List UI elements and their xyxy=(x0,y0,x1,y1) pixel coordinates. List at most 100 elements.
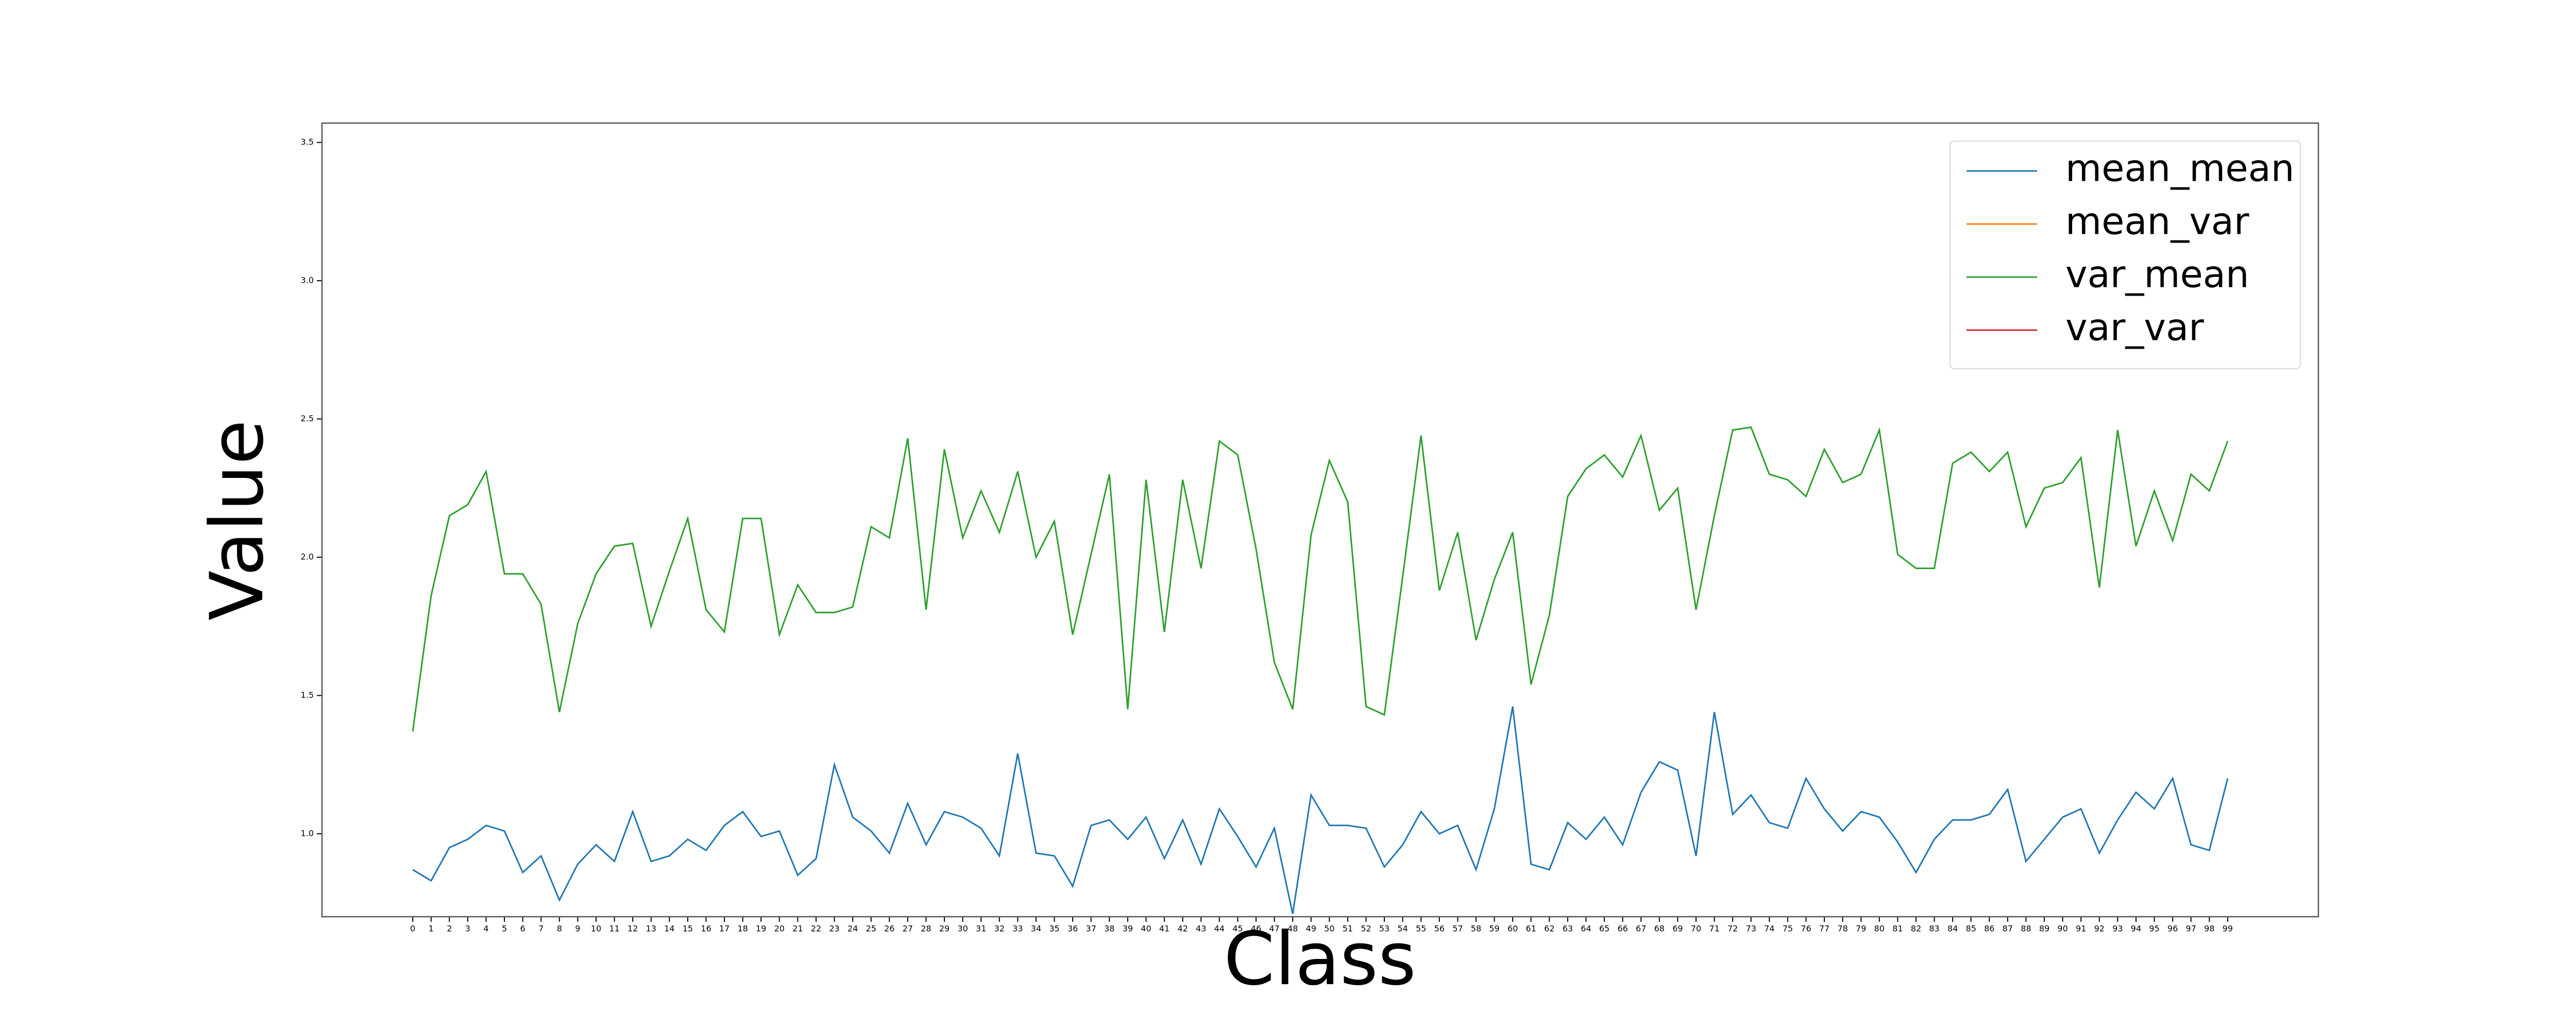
x-tick-label: 20 xyxy=(774,924,785,934)
x-tick-label: 92 xyxy=(2094,924,2105,934)
x-tick-label: 95 xyxy=(2149,924,2159,934)
x-tick-label: 90 xyxy=(2057,924,2067,934)
x-tick-label: 85 xyxy=(1966,924,1976,934)
plot-frame xyxy=(321,122,2319,918)
x-tick-label: 70 xyxy=(1691,924,1701,934)
x-tick-label: 45 xyxy=(1232,924,1243,934)
x-tick-label: 68 xyxy=(1654,924,1665,934)
x-tick-label: 18 xyxy=(737,924,748,934)
x-tick-label: 34 xyxy=(1031,924,1041,934)
x-tick-label: 63 xyxy=(1563,924,1573,934)
x-tick-label: 48 xyxy=(1287,924,1298,934)
legend: mean_mean mean_var var_mean var_var xyxy=(1949,140,2301,370)
x-tick-label: 5 xyxy=(502,924,507,934)
x-tick-label: 91 xyxy=(2076,924,2086,934)
x-tick-label: 49 xyxy=(1306,924,1316,934)
x-tick-label: 2 xyxy=(447,924,452,934)
legend-label: mean_mean xyxy=(2065,147,2294,190)
x-tick-label: 71 xyxy=(1709,924,1719,934)
x-tick-label: 21 xyxy=(792,924,803,934)
x-tick-label: 28 xyxy=(921,924,931,934)
x-tick-label: 98 xyxy=(2204,924,2214,934)
x-tick-label: 46 xyxy=(1251,924,1261,934)
x-tick-label: 6 xyxy=(520,924,526,934)
x-tick-label: 15 xyxy=(683,924,693,934)
x-tick-label: 17 xyxy=(719,924,730,934)
x-tick-label: 88 xyxy=(2021,924,2031,934)
x-tick-label: 50 xyxy=(1324,924,1334,934)
x-tick-label: 93 xyxy=(2112,924,2123,934)
x-tick-label: 73 xyxy=(1746,924,1756,934)
x-tick-label: 54 xyxy=(1397,924,1408,934)
x-tick-label: 56 xyxy=(1434,924,1445,934)
x-tick-label: 94 xyxy=(2131,924,2141,934)
x-tick-label: 66 xyxy=(1617,924,1628,934)
x-tick-label: 65 xyxy=(1599,924,1609,934)
x-tick-label: 11 xyxy=(609,924,619,934)
x-tick-label: 80 xyxy=(1874,924,1885,934)
x-tick-label: 97 xyxy=(2186,924,2196,934)
x-tick-label: 99 xyxy=(2223,924,2233,934)
x-tick-label: 67 xyxy=(1636,924,1646,934)
x-tick-label: 82 xyxy=(1911,924,1921,934)
y-axis-label: Value xyxy=(195,420,280,621)
x-tick-label: 53 xyxy=(1379,924,1389,934)
x-tick-label: 12 xyxy=(628,924,638,934)
x-tick-label: 47 xyxy=(1269,924,1279,934)
x-tick-label: 83 xyxy=(1929,924,1939,934)
x-tick-label: 84 xyxy=(1947,924,1958,934)
legend-label: var_mean xyxy=(2065,253,2249,296)
x-tick-label: 29 xyxy=(939,924,950,934)
x-tick-label: 76 xyxy=(1801,924,1811,934)
x-tick-label: 1 xyxy=(429,924,434,934)
series-line xyxy=(412,426,2229,732)
x-tick-label: 74 xyxy=(1764,924,1774,934)
y-tick-label: 3.0 xyxy=(301,276,314,285)
x-tick-label: 8 xyxy=(557,924,562,934)
x-tick-label: 24 xyxy=(848,924,858,934)
x-tick-label: 31 xyxy=(976,924,986,934)
x-tick-label: 30 xyxy=(957,924,968,934)
x-tick-label: 51 xyxy=(1343,924,1353,934)
y-tick-label: 2.0 xyxy=(301,552,314,561)
x-tick-label: 86 xyxy=(1984,924,1994,934)
x-tick-label: 89 xyxy=(2039,924,2049,934)
x-tick-label: 42 xyxy=(1177,924,1188,934)
x-tick-label: 36 xyxy=(1067,924,1078,934)
x-tick-label: 58 xyxy=(1471,924,1481,934)
x-tick-label: 39 xyxy=(1123,924,1133,934)
x-tick-label: 3 xyxy=(465,924,470,934)
x-tick-label: 77 xyxy=(1819,924,1829,934)
x-tick-label: 40 xyxy=(1141,924,1151,934)
x-tick-label: 69 xyxy=(1672,924,1683,934)
x-tick-label: 19 xyxy=(756,924,766,934)
x-tick-label: 13 xyxy=(646,924,656,934)
x-tick-label: 87 xyxy=(2003,924,2013,934)
x-tick-label: 9 xyxy=(575,924,580,934)
x-tick-label: 61 xyxy=(1526,924,1536,934)
x-tick-label: 25 xyxy=(866,924,876,934)
x-tick-label: 41 xyxy=(1159,924,1170,934)
x-tick-label: 64 xyxy=(1581,924,1591,934)
x-tick-label: 96 xyxy=(2167,924,2178,934)
x-tick-label: 26 xyxy=(884,924,894,934)
series-line xyxy=(412,706,2229,914)
y-tick-label: 2.5 xyxy=(301,414,314,423)
y-tick-label: 1.0 xyxy=(301,828,314,838)
x-tick-label: 27 xyxy=(903,924,913,934)
x-tick-label: 32 xyxy=(994,924,1005,934)
x-tick-label: 0 xyxy=(410,924,415,934)
x-tick-label: 62 xyxy=(1544,924,1554,934)
x-tick-label: 37 xyxy=(1086,924,1096,934)
x-tick-label: 55 xyxy=(1416,924,1426,934)
x-tick-label: 78 xyxy=(1837,924,1848,934)
x-tick-label: 79 xyxy=(1856,924,1866,934)
x-axis-label: Class xyxy=(1224,917,1416,1002)
x-tick-label: 44 xyxy=(1214,924,1225,934)
x-tick-label: 57 xyxy=(1452,924,1463,934)
x-tick-label: 7 xyxy=(538,924,544,934)
x-tick-label: 14 xyxy=(664,924,674,934)
y-tick-label: 3.5 xyxy=(301,137,314,147)
